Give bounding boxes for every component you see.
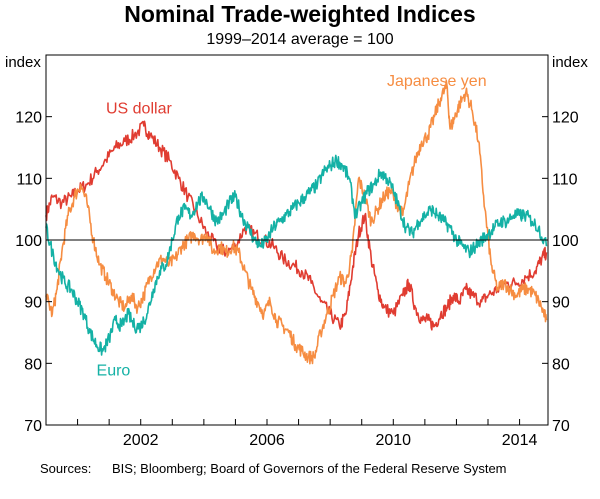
y-axis-label-right: index — [552, 54, 588, 71]
annotation-euro: Euro — [97, 363, 131, 380]
source-note: Sources: BIS; Bloomberg; Board of Govern… — [40, 461, 570, 477]
y-tick-label-left: 70 — [24, 418, 42, 435]
x-tick-label: 2002 — [123, 432, 159, 449]
y-tick-label-right: 120 — [552, 110, 579, 127]
y-axis-label-left: index — [5, 54, 41, 71]
y-tick-label-left: 110 — [16, 171, 42, 188]
source-text: BIS; Bloomberg; Board of Governors of th… — [112, 461, 507, 476]
y-tick-label-right: 100 — [552, 233, 579, 250]
source-label: Sources: — [40, 461, 92, 476]
annotation-us-dollar: US dollar — [106, 101, 172, 118]
chart-title: Nominal Trade-weighted Indices — [124, 1, 476, 27]
annotation-japanese-yen: Japanese yen — [387, 73, 487, 90]
series-line-euro — [45, 154, 548, 356]
axis-labels: 70 70 80 80 90 90 100 100 110 110 120 120 2002 2006 20… — [15, 110, 579, 449]
y-tick-label-left: 80 — [24, 356, 42, 373]
series-annotations: US dollar Japanese yen Euro — [97, 73, 487, 380]
x-tick-label: 2014 — [502, 432, 538, 449]
chart-subtitle: 1999–2014 average = 100 — [206, 31, 394, 48]
y-tick-label-right: 70 — [552, 418, 570, 435]
x-tick-label: 2010 — [375, 432, 411, 449]
x-tick-label: 2006 — [249, 432, 285, 449]
y-tick-label-left: 90 — [24, 295, 42, 312]
series-line-us-dollar — [45, 120, 548, 331]
axis-ticks — [45, 116, 548, 426]
y-tick-label-left: 100 — [15, 233, 42, 250]
y-tick-label-right: 110 — [552, 171, 578, 188]
y-tick-label-right: 90 — [552, 295, 570, 312]
line-chart: 70 70 80 80 90 90 100 100 110 110 120 120 2002 2006 20… — [5, 54, 588, 449]
y-tick-label-left: 120 — [15, 110, 42, 127]
series-line-japanese-yen — [45, 79, 548, 365]
y-tick-label-right: 80 — [552, 356, 570, 373]
series-lines — [45, 79, 548, 365]
